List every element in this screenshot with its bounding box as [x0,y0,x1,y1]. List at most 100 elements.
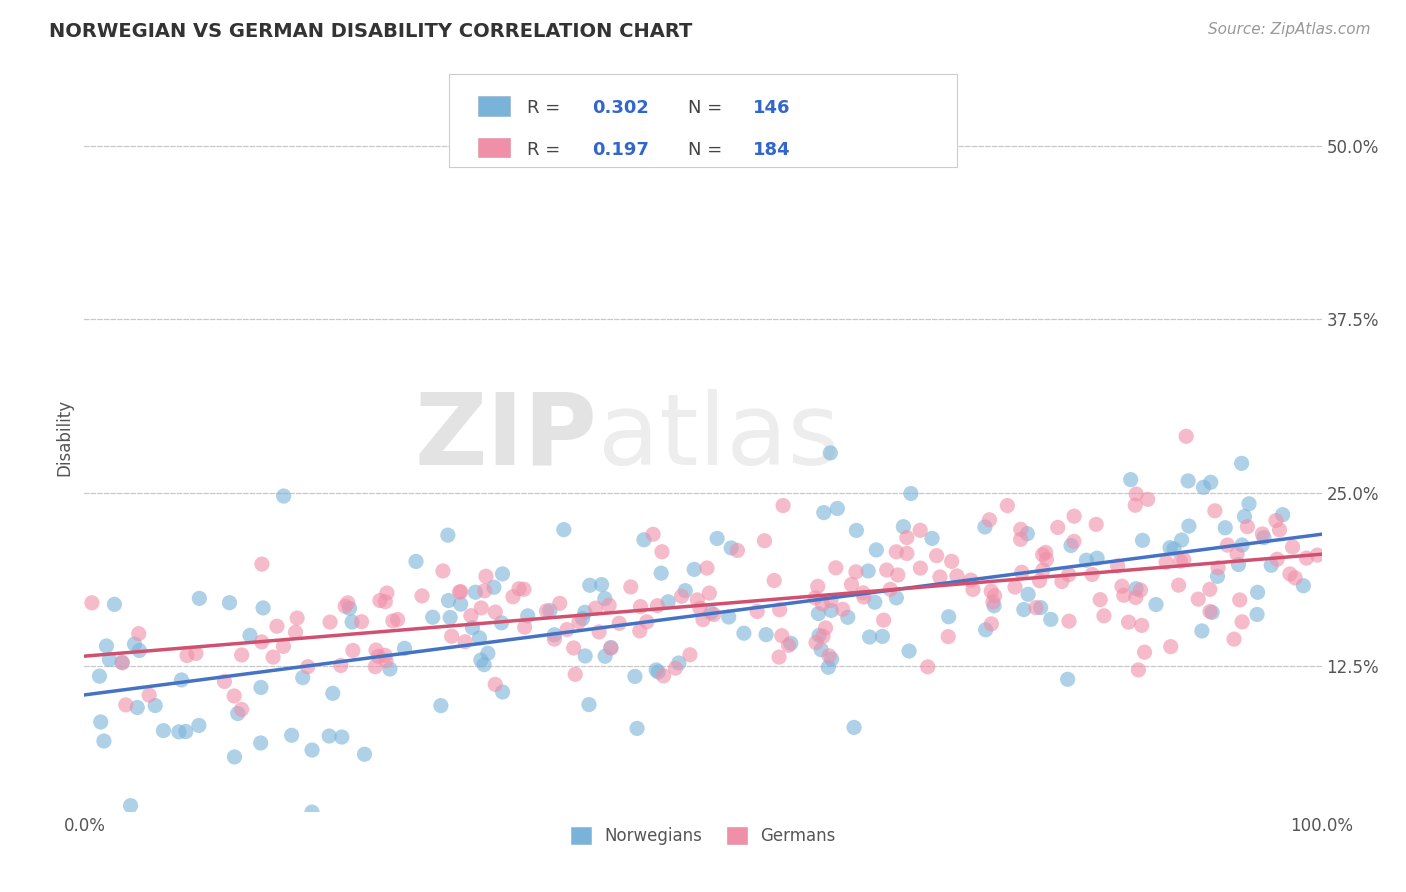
Point [574,648,596,663]
Point [513,620,536,634]
Point [983,589,1005,603]
Point [1004,580,1026,594]
Point [593,591,616,606]
Point [143,698,166,713]
FancyBboxPatch shape [478,96,510,116]
Point [1292,579,1315,593]
Point [266,619,288,633]
Point [628,624,651,638]
Point [578,578,600,592]
Point [170,673,193,687]
Point [845,565,868,579]
Point [1284,571,1306,585]
Point [1206,561,1229,575]
Point [291,671,314,685]
Point [979,513,1001,527]
Point [837,610,859,624]
Point [900,486,922,500]
Point [449,585,471,599]
Point [921,532,943,546]
Point [1010,533,1032,547]
Point [411,589,433,603]
Point [375,586,398,600]
Point [652,669,675,683]
Point [842,720,865,734]
Point [620,580,643,594]
Point [879,582,901,597]
Point [90,714,112,729]
Point [1230,615,1253,629]
Point [460,608,482,623]
Point [872,613,894,627]
Point [1198,582,1220,597]
Point [301,743,323,757]
Point [387,613,409,627]
Point [630,599,652,614]
Point [1229,593,1251,607]
Point [1032,563,1054,577]
Point [553,523,575,537]
Point [699,586,721,600]
Point [340,615,363,629]
Point [374,648,396,663]
Point [1085,551,1108,566]
Point [250,635,273,649]
Point [502,590,524,604]
Point [865,543,887,558]
Point [856,564,879,578]
Point [89,669,111,683]
Point [941,554,963,568]
Point [1201,606,1223,620]
Point [898,644,921,658]
Point [593,649,616,664]
Point [807,579,830,593]
Point [184,647,207,661]
Point [1216,538,1239,552]
Point [474,583,496,598]
Text: atlas: atlas [598,389,839,485]
Point [725,543,748,558]
Point [120,798,142,813]
Point [1011,566,1033,580]
Point [720,541,742,555]
Point [804,635,827,649]
Point [1170,533,1192,547]
Point [1154,555,1177,569]
Point [1076,553,1098,567]
Point [188,591,211,606]
Point [252,601,274,615]
Point [1163,541,1185,556]
Point [1253,531,1275,545]
Point [1056,673,1078,687]
Point [686,593,709,607]
Point [484,605,506,619]
Point [820,593,842,607]
Point [598,599,620,613]
Text: N =: N = [688,141,728,159]
Point [1265,552,1288,566]
Point [1199,475,1222,490]
Point [439,610,461,624]
Point [80,596,103,610]
Point [1063,534,1085,549]
Text: Source: ZipAtlas.com: Source: ZipAtlas.com [1208,22,1371,37]
Point [768,650,790,665]
Point [226,706,249,721]
Point [375,654,398,668]
Point [1035,545,1057,559]
Point [571,611,593,625]
Point [214,674,236,689]
Point [1136,492,1159,507]
Point [152,723,174,738]
Point [250,557,273,571]
Point [1160,640,1182,654]
Point [124,637,146,651]
Point [884,545,907,559]
Point [548,596,571,610]
Point [818,648,841,663]
Point [381,614,404,628]
Point [810,642,832,657]
Point [450,597,472,611]
Point [876,563,898,577]
Point [568,615,591,629]
